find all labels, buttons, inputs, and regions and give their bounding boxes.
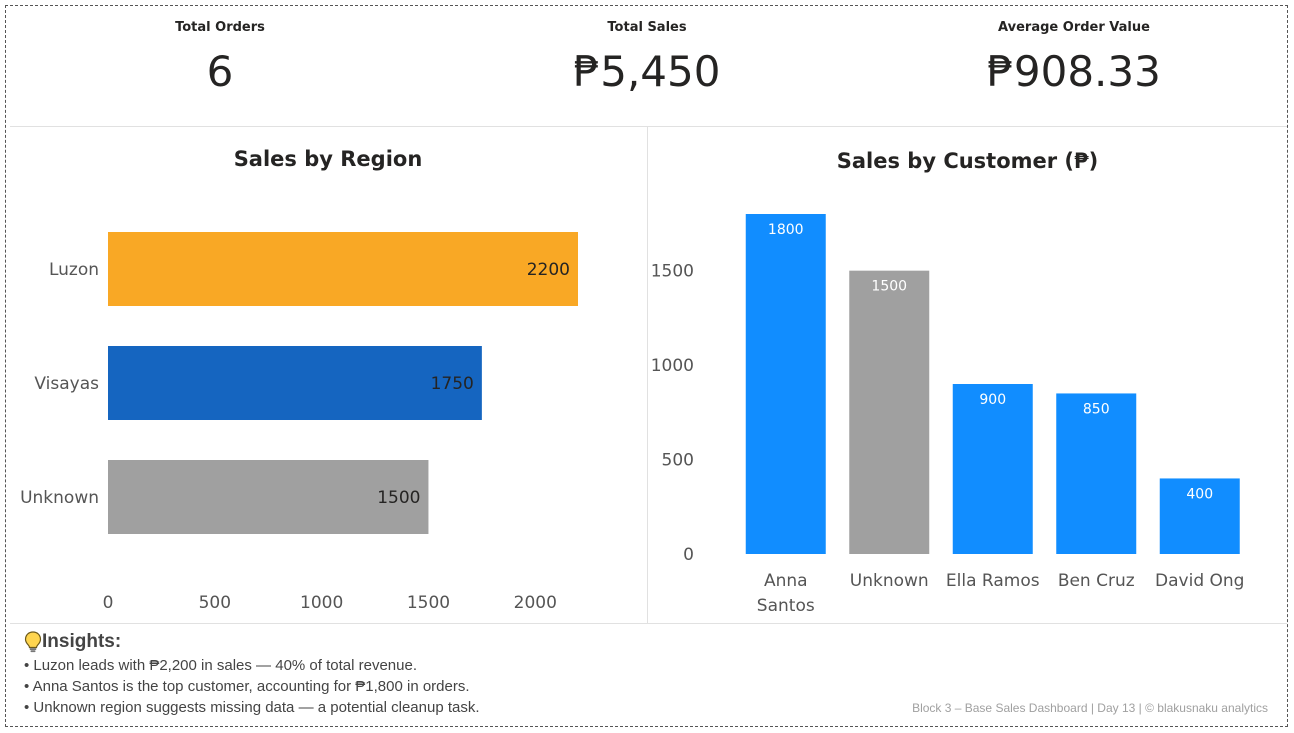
region-bar bbox=[108, 232, 578, 306]
kpi-total-sales: Total Sales ₱5,450 bbox=[497, 20, 797, 96]
region-x-tick-label: 2000 bbox=[514, 593, 557, 613]
kpi-total-orders: Total Orders 6 bbox=[70, 20, 370, 96]
customer-category-label: Santos bbox=[757, 596, 815, 616]
region-bar bbox=[108, 460, 429, 534]
region-bar-chart: Luzon 2200 Visayas 1750 Unknown 1500 0 500 1000 1… bbox=[20, 232, 578, 613]
region-category-label: Luzon bbox=[49, 260, 99, 280]
region-data-label: 1750 bbox=[431, 374, 474, 394]
customer-data-label: 1800 bbox=[768, 222, 804, 238]
customer-bar bbox=[849, 270, 930, 554]
kpi-label: Average Order Value bbox=[998, 20, 1150, 35]
region-x-tick-label: 1000 bbox=[300, 593, 343, 613]
region-data-label: 1500 bbox=[377, 488, 420, 508]
customer-data-label: 900 bbox=[979, 392, 1006, 408]
kpi-label: Total Orders bbox=[175, 20, 265, 35]
customer-bar bbox=[745, 214, 826, 554]
kpi-average-order-value: Average Order Value ₱908.33 bbox=[924, 20, 1224, 96]
customer-bar bbox=[1159, 478, 1240, 554]
customer-y-tick-label: 1000 bbox=[651, 356, 694, 376]
insights-list: • Luzon leads with ₱2,200 in sales — 40%… bbox=[24, 655, 480, 718]
customer-category-label: David Ong bbox=[1155, 571, 1244, 591]
customer-y-tick-label: 500 bbox=[662, 451, 694, 471]
customer-data-label: 400 bbox=[1186, 486, 1213, 502]
insights-divider bbox=[10, 623, 1287, 624]
lightbulb-icon bbox=[24, 631, 42, 653]
customer-data-label: 1500 bbox=[871, 279, 907, 295]
kpi-divider bbox=[10, 126, 1287, 127]
customer-category-label: Anna bbox=[764, 571, 808, 591]
customer-y-tick-label: 0 bbox=[683, 545, 694, 565]
region-data-label: 2200 bbox=[527, 260, 570, 280]
footer-credit: Block 3 – Base Sales Dashboard | Day 13 … bbox=[912, 701, 1268, 715]
region-category-label: Visayas bbox=[34, 374, 99, 394]
region-bar bbox=[108, 346, 482, 420]
insights-heading: Insights: bbox=[24, 631, 121, 653]
region-x-tick-label: 500 bbox=[199, 593, 231, 613]
region-chart-title: Sales by Region bbox=[233, 147, 423, 171]
kpi-value: 6 bbox=[206, 47, 234, 96]
region-x-tick-label: 1500 bbox=[407, 593, 450, 613]
kpi-value: ₱5,450 bbox=[573, 47, 721, 96]
insights-title: Insights: bbox=[42, 631, 122, 652]
insight-item: • Unknown region suggests missing data —… bbox=[24, 699, 480, 716]
customer-category-label: Unknown bbox=[850, 571, 929, 591]
customer-bar bbox=[952, 384, 1033, 554]
customer-category-label: Ben Cruz bbox=[1058, 571, 1135, 591]
customer-y-tick-label: 1500 bbox=[651, 262, 694, 282]
chart-divider bbox=[647, 126, 648, 623]
kpi-label: Total Sales bbox=[607, 20, 687, 35]
customer-bar bbox=[1056, 393, 1137, 554]
region-x-tick-label: 0 bbox=[103, 593, 114, 613]
customer-chart-title: Sales by Customer (₱) bbox=[836, 149, 1099, 173]
customer-bar-chart: 1800 Anna Santos 1500 Unknown 900 Ella Ramos 85… bbox=[651, 214, 1244, 616]
kpi-value: ₱908.33 bbox=[987, 47, 1161, 96]
insight-item: • Luzon leads with ₱2,200 in sales — 40%… bbox=[24, 657, 417, 674]
region-category-label: Unknown bbox=[20, 488, 99, 508]
customer-category-label: Ella Ramos bbox=[946, 571, 1040, 591]
customer-data-label: 850 bbox=[1083, 401, 1110, 417]
insight-item: • Anna Santos is the top customer, accou… bbox=[24, 678, 470, 695]
dashboard-frame bbox=[5, 5, 1288, 727]
